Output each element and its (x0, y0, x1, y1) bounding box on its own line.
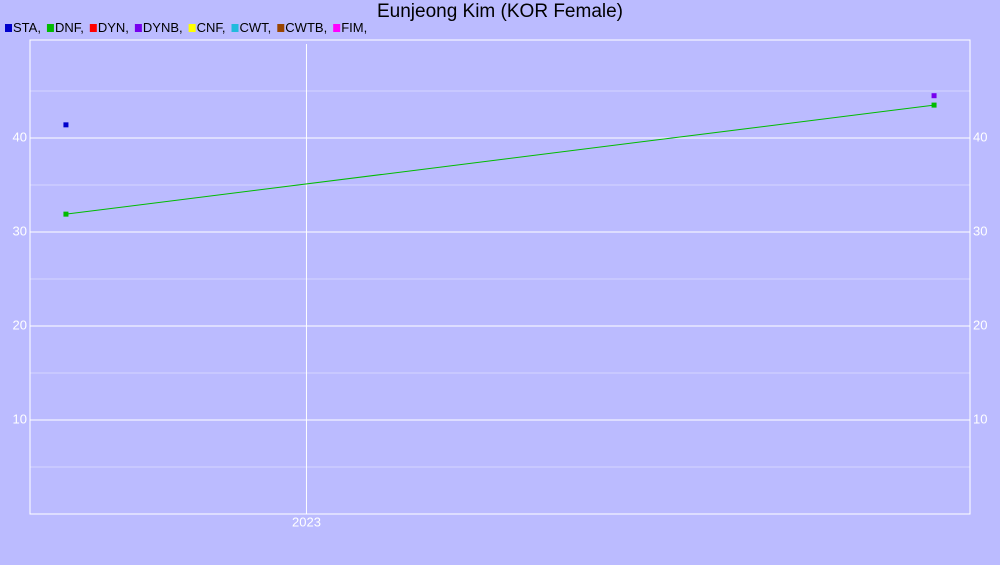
legend-label: FIM, (341, 20, 367, 35)
legend-swatch (231, 24, 239, 32)
legend-label: CWTB, (285, 20, 327, 35)
x-tick-label: 2023 (292, 514, 321, 529)
legend-label: DNF, (55, 20, 84, 35)
point (63, 211, 69, 217)
y-tick-label: 40 (13, 129, 27, 144)
y-tick-label: 10 (13, 411, 27, 426)
plot-frame (29, 39, 971, 515)
point (63, 122, 69, 128)
legend-swatch (277, 24, 285, 32)
y-tick-label-right: 20 (973, 317, 987, 332)
legend-swatch (333, 24, 341, 32)
legend-swatch (188, 24, 196, 32)
legend-swatch (89, 24, 97, 32)
legend-swatch (134, 24, 142, 32)
legend-label: DYNB, (143, 20, 183, 35)
legend-label: DYN, (98, 20, 129, 35)
chart-title: Eunjeong Kim (KOR Female) (377, 1, 623, 22)
y-tick-label-right: 30 (973, 223, 987, 238)
legend-swatch (46, 24, 54, 32)
legend-label: CWT, (240, 20, 272, 35)
legend-label: STA, (13, 20, 41, 35)
y-tick-label: 20 (13, 317, 27, 332)
series-line (65, 104, 935, 215)
y-tick-label-right: 10 (973, 411, 987, 426)
legend-swatch (5, 24, 12, 32)
point (931, 93, 937, 99)
point (931, 102, 937, 108)
y-tick-label-right: 40 (973, 129, 987, 144)
legend-label: CNF, (197, 20, 226, 35)
y-tick-label: 30 (13, 223, 27, 238)
